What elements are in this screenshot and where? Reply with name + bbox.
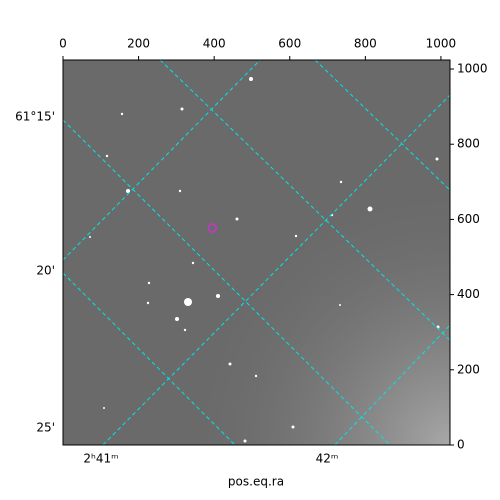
ra-label: 2ʰ41ᵐ (83, 452, 118, 466)
target-marker (207, 223, 218, 233)
y-tick-label: 800 (457, 137, 480, 151)
y-tick-label: 1000 (457, 62, 488, 76)
y-tick-label: 400 (457, 287, 480, 301)
coordinate-grid (63, 60, 450, 445)
axes-frame (62, 59, 451, 446)
x-tick-label: 400 (203, 37, 226, 51)
dec-label: 25' (36, 421, 55, 435)
x-tick-label: 0 (59, 37, 67, 51)
y-tick-label: 600 (457, 212, 480, 226)
ra-label: 42ᵐ (316, 452, 339, 466)
x-axis-label: pos.eq.ra (228, 475, 284, 489)
dec-label: 20' (36, 264, 55, 278)
x-tick-label: 600 (278, 37, 301, 51)
dec-label: 61°15' (15, 110, 55, 124)
y-tick-label: 0 (457, 438, 465, 452)
x-tick-label: 200 (127, 37, 150, 51)
y-tick-label: 200 (457, 362, 480, 376)
stars (89, 77, 440, 443)
x-tick-label: 1000 (426, 37, 457, 51)
image (63, 60, 450, 445)
x-tick-label: 800 (354, 37, 377, 51)
